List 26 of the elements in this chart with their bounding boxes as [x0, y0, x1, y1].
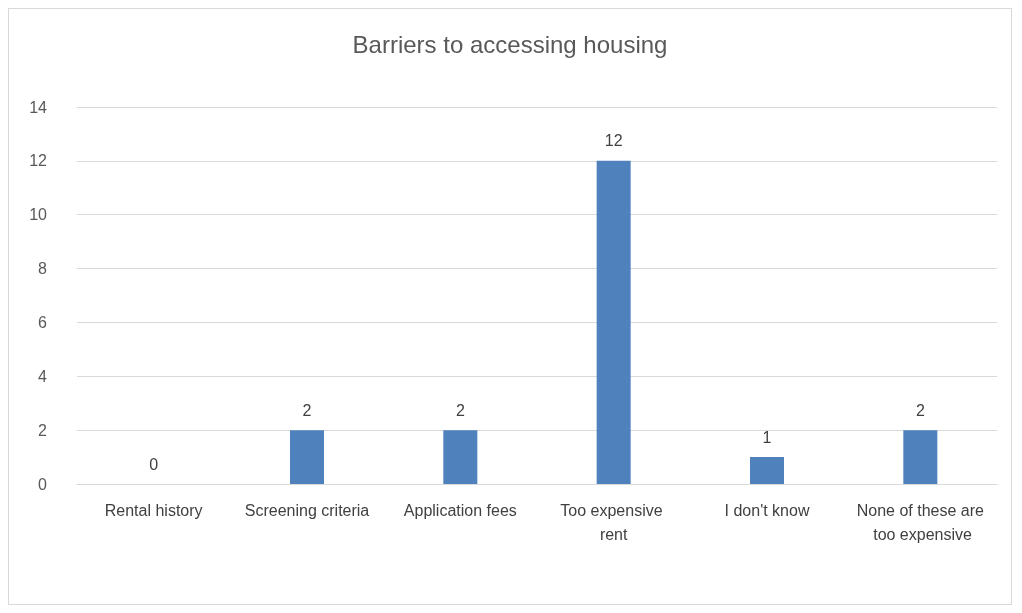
- bar: [596, 160, 631, 484]
- bar: [750, 457, 784, 484]
- data-label: 12: [604, 132, 623, 150]
- data-label: 2: [915, 401, 925, 419]
- data-label: 2: [455, 401, 465, 419]
- x-tick-label: None of these are too expensive: [856, 501, 985, 543]
- x-tick-label: Screening criteria: [244, 501, 370, 519]
- y-tick-label: 8: [38, 260, 48, 278]
- bar: [903, 430, 938, 484]
- y-tick-label: 6: [38, 313, 48, 331]
- bar: [290, 430, 324, 484]
- data-label: 1: [762, 428, 772, 446]
- chart-title: Barriers to accessing housing: [352, 30, 668, 58]
- y-tick-label: 14: [29, 98, 48, 116]
- x-tick-label: Too expensive rent: [560, 501, 668, 543]
- data-label: 0: [149, 455, 159, 473]
- y-tick-label: 0: [38, 475, 48, 493]
- x-tick-label: Application fees: [403, 501, 517, 519]
- y-tick-label: 10: [29, 206, 48, 224]
- y-tick-label: 12: [29, 152, 48, 170]
- data-label: 2: [302, 401, 312, 419]
- bar: [443, 430, 478, 484]
- y-tick-label: 4: [38, 367, 48, 385]
- y-tick-label: 2: [38, 421, 48, 439]
- x-tick-label: I don't know: [724, 501, 810, 519]
- x-tick-label: Rental history: [104, 501, 203, 519]
